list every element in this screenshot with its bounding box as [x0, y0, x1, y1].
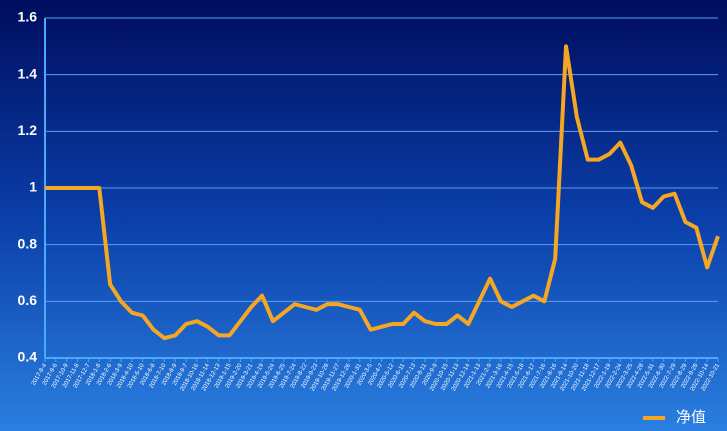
y-tick-label: 0.8: [18, 235, 38, 251]
y-tick-label: 1.6: [18, 9, 38, 25]
y-tick-label: 0.4: [18, 349, 38, 365]
y-tick-label: 0.6: [18, 292, 38, 308]
legend-label: 净值: [676, 409, 706, 426]
y-tick-label: 1.2: [18, 122, 38, 138]
y-tick-label: 1: [29, 179, 37, 195]
y-tick-label: 1.4: [18, 65, 38, 81]
series-line: [45, 44, 720, 341]
